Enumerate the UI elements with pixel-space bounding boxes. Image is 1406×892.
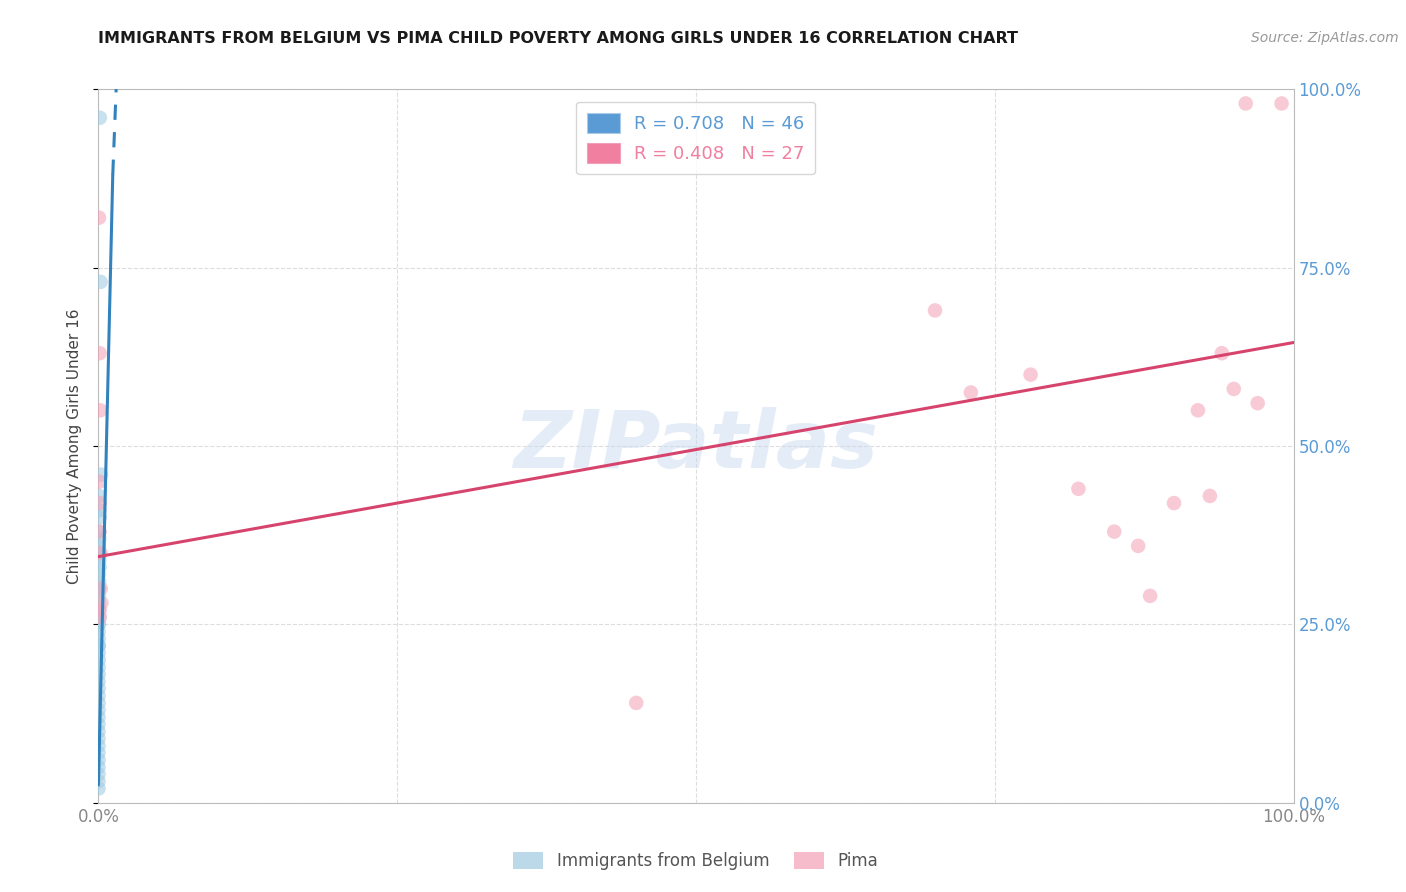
- Point: [87, 703, 110, 717]
- Point: [87, 603, 110, 617]
- Point: [89, 532, 111, 546]
- Point: [87, 746, 110, 760]
- Point: [87, 767, 110, 781]
- Legend: Immigrants from Belgium, Pima: Immigrants from Belgium, Pima: [506, 845, 886, 877]
- Y-axis label: Child Poverty Among Girls Under 16: Child Poverty Among Girls Under 16: [67, 309, 83, 583]
- Point: [1019, 368, 1042, 382]
- Point: [87, 624, 110, 639]
- Point: [87, 639, 110, 653]
- Point: [87, 567, 110, 582]
- Point: [87, 724, 110, 739]
- Point: [89, 524, 111, 539]
- Point: [1234, 96, 1257, 111]
- Point: [1246, 396, 1268, 410]
- Point: [1211, 346, 1233, 360]
- Point: [90, 467, 112, 482]
- Point: [959, 385, 981, 400]
- Point: [89, 496, 111, 510]
- Point: [89, 403, 111, 417]
- Point: [89, 560, 111, 574]
- Point: [1271, 96, 1294, 111]
- Point: [90, 582, 112, 596]
- Point: [87, 617, 110, 632]
- Point: [87, 596, 110, 610]
- Text: IMMIGRANTS FROM BELGIUM VS PIMA CHILD POVERTY AMONG GIRLS UNDER 16 CORRELATION C: IMMIGRANTS FROM BELGIUM VS PIMA CHILD PO…: [98, 31, 1018, 46]
- Point: [924, 303, 946, 318]
- Point: [1187, 403, 1209, 417]
- Point: [1067, 482, 1090, 496]
- Point: [1128, 539, 1150, 553]
- Point: [89, 603, 111, 617]
- Point: [87, 211, 110, 225]
- Point: [89, 553, 111, 567]
- Point: [87, 660, 110, 674]
- Point: [87, 582, 110, 596]
- Point: [1222, 382, 1246, 396]
- Point: [87, 582, 110, 596]
- Point: [87, 696, 110, 710]
- Point: [1102, 524, 1125, 539]
- Point: [87, 539, 110, 553]
- Point: [89, 489, 111, 503]
- Point: [87, 589, 110, 603]
- Point: [87, 710, 110, 724]
- Point: [87, 689, 110, 703]
- Point: [90, 275, 112, 289]
- Point: [87, 610, 110, 624]
- Point: [87, 632, 110, 646]
- Point: [87, 674, 110, 689]
- Text: ZIPatlas: ZIPatlas: [513, 407, 879, 485]
- Point: [1139, 589, 1161, 603]
- Point: [89, 574, 111, 589]
- Point: [87, 639, 110, 653]
- Point: [87, 653, 110, 667]
- Point: [87, 781, 110, 796]
- Point: [87, 646, 110, 660]
- Point: [90, 596, 112, 610]
- Point: [626, 696, 648, 710]
- Point: [87, 739, 110, 753]
- Point: [89, 346, 111, 360]
- Point: [89, 610, 111, 624]
- Text: Source: ZipAtlas.com: Source: ZipAtlas.com: [1251, 31, 1399, 45]
- Point: [87, 717, 110, 731]
- Point: [87, 753, 110, 767]
- Point: [89, 510, 111, 524]
- Point: [87, 667, 110, 681]
- Point: [89, 503, 111, 517]
- Point: [1198, 489, 1220, 503]
- Point: [87, 760, 110, 774]
- Point: [89, 524, 111, 539]
- Point: [87, 774, 110, 789]
- Point: [87, 681, 110, 696]
- Point: [89, 546, 111, 560]
- Point: [1163, 496, 1185, 510]
- Point: [89, 475, 111, 489]
- Point: [89, 111, 111, 125]
- Point: [87, 731, 110, 746]
- Point: [90, 546, 112, 560]
- Point: [87, 617, 110, 632]
